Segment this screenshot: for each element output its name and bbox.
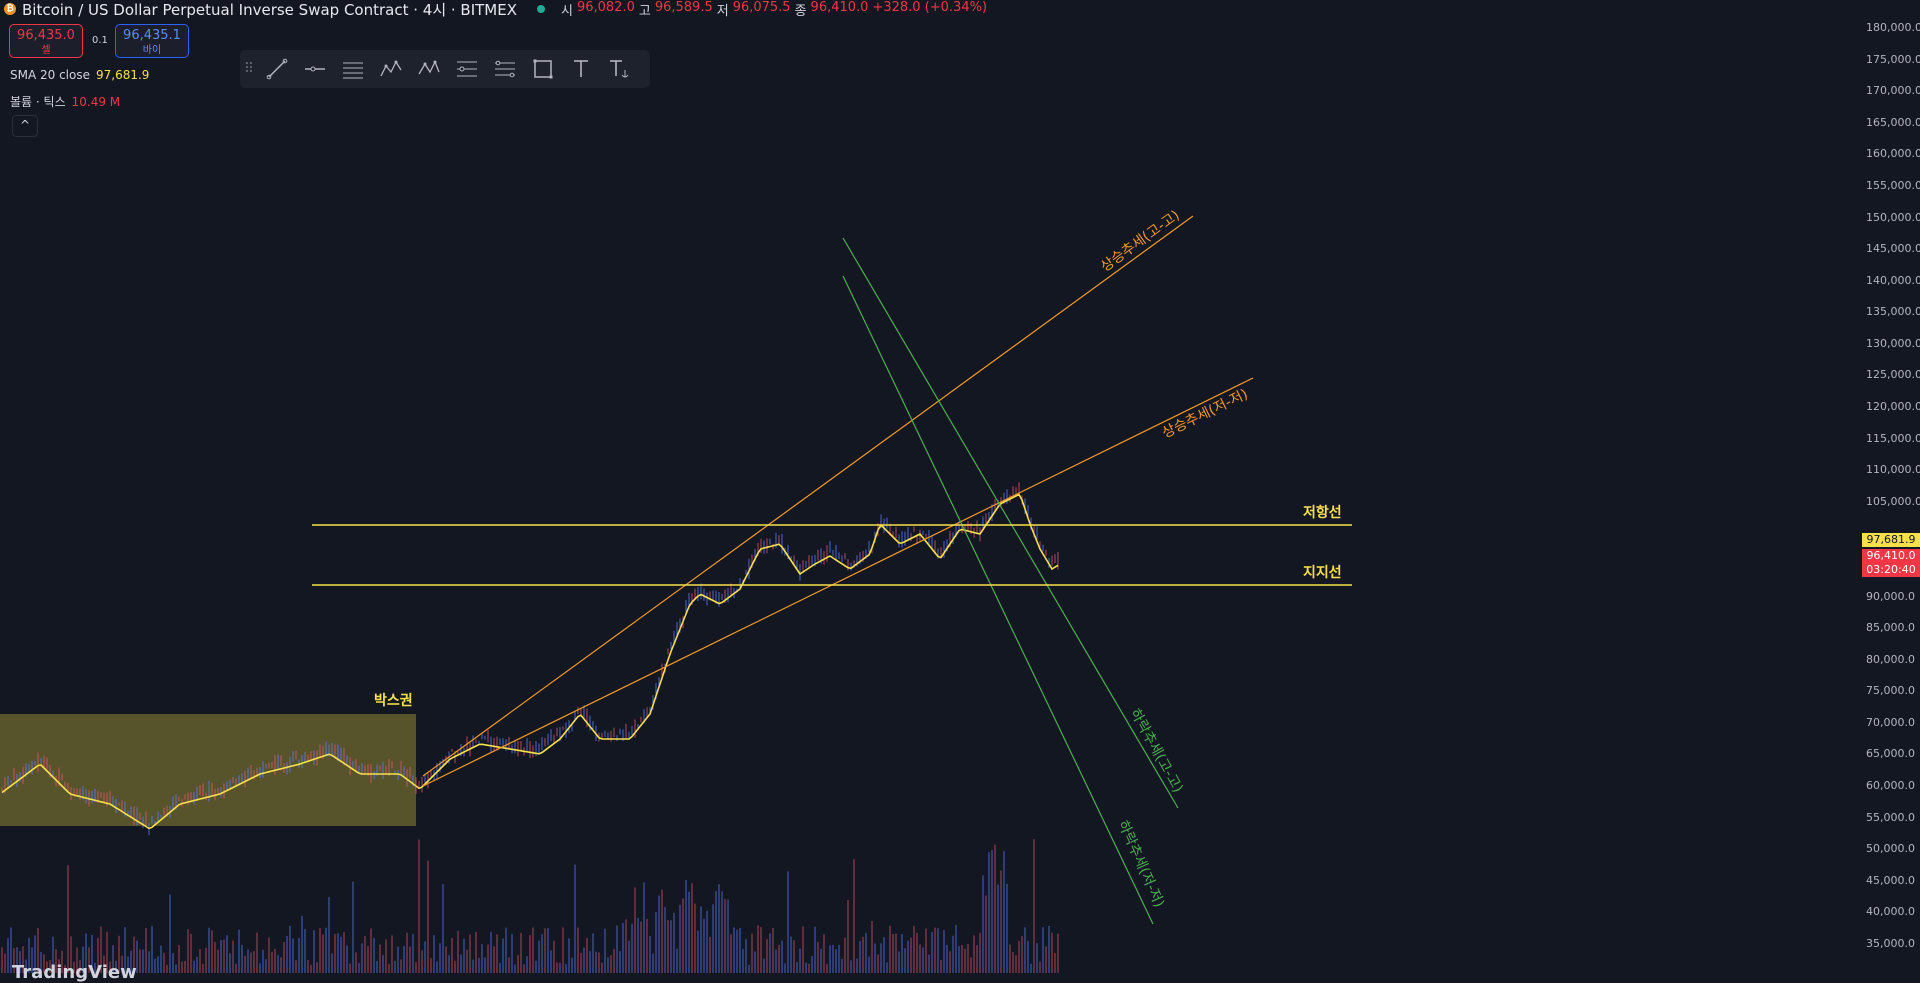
price-axis-tick: 140,000.0 <box>1866 273 1920 287</box>
sma-price-tag: 97,681.9 <box>1862 533 1920 547</box>
anchored-text-icon[interactable] <box>600 50 638 88</box>
open-label: 시 <box>561 3 573 19</box>
low-value: 96,075.5 <box>732 0 791 15</box>
volume-value: 10.49 M <box>71 95 121 109</box>
uptrend-high-line <box>422 215 1194 777</box>
price-axis-tick: 105,000.0 <box>1866 494 1920 508</box>
low-label: 저 <box>716 3 729 19</box>
price-axis-tick: 75,000.0 <box>1866 684 1915 698</box>
sell-price: 96,435.0 <box>17 28 75 43</box>
parallel-channel-icon[interactable] <box>334 50 372 88</box>
trend-line-icon[interactable] <box>258 50 296 88</box>
sma-value: 97,681.9 <box>96 68 150 82</box>
price-axis-tick: 35,000.0 <box>1866 937 1915 950</box>
price-axis-tick: 120,000.0 <box>1866 400 1920 414</box>
price-axis-tick: 150,000.0 <box>1866 210 1920 224</box>
price-axis-tick: 130,000.0 <box>1866 336 1920 350</box>
drag-handle-icon[interactable]: ⠿ <box>243 61 255 77</box>
price-axis-tick: 180,000.0 <box>1866 21 1920 34</box>
symbol-title[interactable]: Bitcoin / US Dollar Perpetual Inverse Sw… <box>22 0 517 19</box>
price-axis-tick: 125,000.0 <box>1866 368 1920 382</box>
close-value: 96,410.0 <box>810 0 869 15</box>
volume-bars <box>1 839 1059 973</box>
text-icon[interactable] <box>562 50 600 88</box>
price-axis-tick: 135,000.0 <box>1866 305 1920 319</box>
price-axis-tick: 90,000.0 <box>1866 589 1915 603</box>
downtrend-high-label: 하락추세(고-고) <box>1127 706 1186 795</box>
sell-button[interactable]: 96,435.0 셀 <box>9 24 83 58</box>
market-status-icon <box>537 5 545 13</box>
ohlc-values: 시 96,082.0 고 96,589.5 저 96,075.5 종 96,410.0 … <box>561 0 987 19</box>
downtrend-low-line <box>842 275 1154 925</box>
horizontal-ray-icon[interactable] <box>296 50 334 88</box>
change-value: +328.0 (+0.34%) <box>872 0 988 15</box>
support-label: 지지선 <box>1303 565 1342 581</box>
price-axis-tick: 165,000.0 <box>1866 115 1920 129</box>
price-axis-tick: 50,000.0 <box>1866 842 1915 856</box>
price-axis-tick: 80,000.0 <box>1866 652 1915 666</box>
buy-price: 96,435.1 <box>123 28 181 43</box>
uptrend-low-label: 상승추세(저-저) <box>1160 386 1251 441</box>
rectangle-icon[interactable] <box>524 50 562 88</box>
sma-label: SMA 20 close <box>10 68 90 82</box>
box-range-zone <box>0 714 416 826</box>
price-axis-tick: 70,000.0 <box>1866 715 1915 729</box>
downtrend-high-line <box>842 237 1179 809</box>
xabcd-pattern-icon[interactable] <box>372 50 410 88</box>
box-range-label: 박스권 <box>374 692 413 709</box>
uptrend-high-label: 상승추세(고-고) <box>1098 207 1183 275</box>
buy-label: 바이 <box>142 45 162 56</box>
price-axis-tick: 55,000.0 <box>1866 810 1915 824</box>
sma-line <box>1 493 1059 830</box>
high-label: 고 <box>638 3 651 19</box>
candle-countdown: 03:20:40 <box>1862 563 1920 577</box>
volume-label: 볼륨 · 틱스 <box>10 95 66 109</box>
abcd-pattern-icon[interactable] <box>410 50 448 88</box>
volume-legend[interactable]: 볼륨 · 틱스 10.49 M <box>10 93 120 110</box>
fib-retracement-icon[interactable] <box>448 50 486 88</box>
drawing-toolbar: ⠿ <box>240 50 650 88</box>
price-axis-tick: 40,000.0 <box>1866 905 1915 919</box>
bitcoin-icon: ₿ <box>4 3 16 15</box>
spread-value: 0.1 <box>92 35 108 46</box>
close-label: 종 <box>794 3 807 19</box>
price-axis-tick: 110,000.0 <box>1866 463 1920 477</box>
buy-button[interactable]: 96,435.1 바이 <box>115 24 189 58</box>
uptrend-low-line <box>422 377 1254 787</box>
price-axis-tick: 45,000.0 <box>1866 873 1915 887</box>
price-axis-tick: 145,000.0 <box>1866 242 1920 256</box>
chevron-up-icon[interactable]: ^ <box>12 115 38 137</box>
price-axis-tick: 175,000.0 <box>1866 52 1920 66</box>
price-axis-tick: 155,000.0 <box>1866 178 1920 192</box>
gann-fan-icon[interactable] <box>486 50 524 88</box>
current-price-tag: 96,410.0 <box>1862 549 1920 563</box>
price-axis-tick: 160,000.0 <box>1866 147 1920 161</box>
open-value: 96,082.0 <box>576 0 635 15</box>
symbol-header: ₿ Bitcoin / US Dollar Perpetual Inverse … <box>0 0 987 19</box>
price-axis-tick: 60,000.0 <box>1866 779 1915 793</box>
price-axis-tick: 65,000.0 <box>1866 747 1915 761</box>
price-axis-tick: 170,000.0 <box>1866 84 1920 98</box>
sell-label: 셀 <box>41 45 51 56</box>
resistance-label: 저항선 <box>1303 504 1342 521</box>
price-axis-tick: 85,000.0 <box>1866 621 1915 635</box>
downtrend-low-label: 하락추세(저-저) <box>1114 818 1167 910</box>
price-axis-tick: 115,000.0 <box>1866 431 1920 445</box>
sma-legend[interactable]: SMA 20 close 97,681.9 <box>10 68 149 82</box>
high-value: 96,589.5 <box>654 0 713 15</box>
